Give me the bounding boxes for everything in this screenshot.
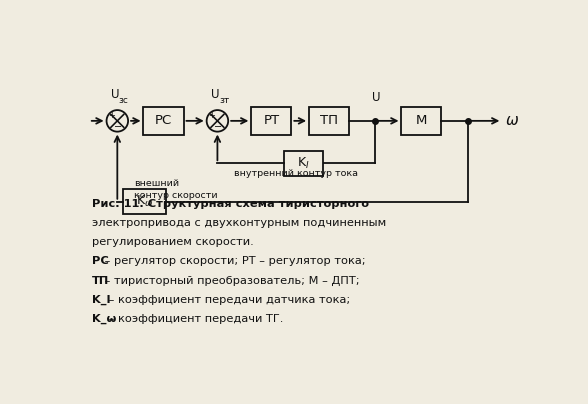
Text: K$_\omega$: K$_\omega$ [136,194,153,209]
Text: ТП: ТП [320,114,338,127]
Text: – тиристорный преобразователь; М – ДПТ;: – тиристорный преобразователь; М – ДПТ; [101,276,359,286]
Bar [251,107,291,135]
Text: – коэффициент передачи ТГ.: – коэффициент передачи ТГ. [105,314,283,324]
Text: U: U [111,88,120,101]
Text: внутренний контур тока: внутренний контур тока [234,169,358,179]
Text: U: U [211,88,220,101]
Text: −: − [215,122,223,133]
Text: K_ω: K_ω [92,314,116,324]
Text: электропривода с двухконтурным подчиненным: электропривода с двухконтурным подчиненн… [92,218,386,228]
Text: контур скорости: контур скорости [134,191,218,200]
Text: +: + [108,111,115,120]
Bar [309,107,349,135]
Circle shape [206,110,228,132]
Bar [402,107,442,135]
Text: РТ: РТ [263,114,279,127]
Text: K$_I$: K$_I$ [298,156,310,171]
Text: РС: РС [155,114,172,127]
Text: регулированием скорости.: регулированием скорости. [92,237,253,247]
Text: ω: ω [506,114,518,128]
Text: зс: зс [119,96,129,105]
Text: внешний: внешний [134,179,179,188]
Text: М: М [416,114,427,127]
Text: – коэффициент передачи датчика тока;: – коэффициент передачи датчика тока; [105,295,350,305]
Text: U: U [372,91,380,104]
Bar [123,189,166,214]
Text: ТП: ТП [92,276,109,286]
Text: −: − [114,122,122,133]
Bar [143,107,183,135]
Text: РС: РС [92,257,109,266]
Text: зт: зт [219,96,229,105]
Bar [285,151,323,175]
Text: Рис. 11. Структурная схема тиристорного: Рис. 11. Структурная схема тиристорного [92,199,369,208]
Circle shape [106,110,128,132]
Text: – регулятор скорости; РТ – регулятор тока;: – регулятор скорости; РТ – регулятор ток… [101,257,366,266]
Text: K_I: K_I [92,295,111,305]
Text: +: + [208,111,215,120]
